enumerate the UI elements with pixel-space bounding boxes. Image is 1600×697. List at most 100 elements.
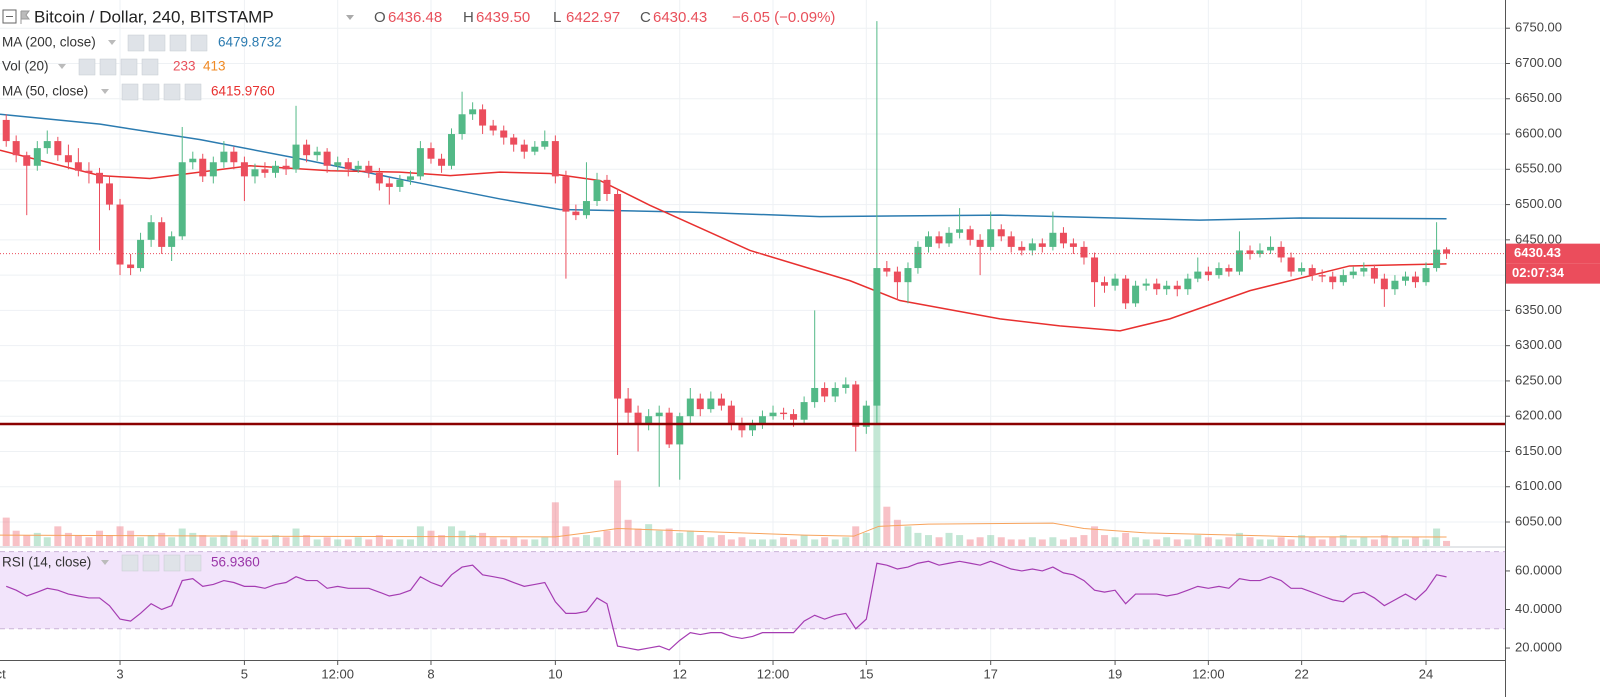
volume-bar xyxy=(365,539,373,546)
y-axis: 6050.00 6100.00 6150.00 6200.00 6250.00 6300.… xyxy=(1505,20,1600,654)
volume-bar xyxy=(634,528,642,546)
candle-body xyxy=(1007,236,1015,247)
y-tick-label: 6100.00 xyxy=(1515,478,1562,493)
volume-bar xyxy=(624,519,632,546)
candle-body xyxy=(416,148,424,177)
volume-bar xyxy=(147,535,155,546)
change: −6.05 (−0.09%) xyxy=(732,9,835,26)
candle-body xyxy=(1038,243,1046,247)
more-icon[interactable] xyxy=(169,34,187,52)
volume-bar xyxy=(240,539,248,546)
symbol[interactable]: Bitcoin / Dollar, 240, BITSTAMP xyxy=(34,7,274,26)
candle-body xyxy=(12,141,20,156)
remove-icon[interactable] xyxy=(184,83,202,101)
volume-bar xyxy=(261,539,269,546)
y-tick-label: 6700.00 xyxy=(1515,55,1562,70)
candle-body xyxy=(344,162,352,170)
volume-bar xyxy=(562,526,570,546)
candle-body xyxy=(1339,275,1347,283)
volume-bar xyxy=(230,530,238,546)
volume-bar xyxy=(1038,539,1046,546)
candle-body xyxy=(178,162,186,237)
volume-bar xyxy=(1277,537,1285,546)
settings-icon[interactable] xyxy=(142,83,160,101)
volume-bar xyxy=(510,537,518,546)
candle-body xyxy=(1401,276,1409,281)
eye-icon[interactable] xyxy=(121,83,139,101)
remove-icon[interactable] xyxy=(184,554,202,572)
more-icon[interactable] xyxy=(163,83,181,101)
volume-bar xyxy=(1225,537,1233,546)
candle-body xyxy=(707,398,715,410)
candle-body xyxy=(1184,278,1192,290)
volume-bar xyxy=(1153,539,1161,546)
candle-body xyxy=(1100,282,1108,286)
candle-body xyxy=(1018,246,1026,251)
dropdown-arrow[interactable] xyxy=(108,40,116,45)
volume-bar xyxy=(831,539,839,546)
dropdown-arrow[interactable] xyxy=(58,64,66,69)
indicator-controls xyxy=(127,34,208,52)
eye-icon[interactable] xyxy=(127,34,145,52)
indicator-controls xyxy=(78,58,159,76)
candle-body xyxy=(323,151,331,166)
volume-bar xyxy=(1298,535,1306,546)
remove-icon[interactable] xyxy=(141,58,159,76)
candle-body xyxy=(924,236,932,247)
volume-bar xyxy=(1173,539,1181,546)
rsi-line xyxy=(6,560,1447,651)
candle-body xyxy=(572,211,580,216)
volume-bar xyxy=(1132,537,1140,546)
volume-bar xyxy=(427,530,435,546)
remove-icon[interactable] xyxy=(190,34,208,52)
volume-bar xyxy=(821,537,829,546)
volume-bar xyxy=(500,539,508,546)
volume-bar xyxy=(758,539,766,546)
x-tick-label: 12:00 xyxy=(1192,666,1225,681)
indicator-legend: MA (200, close) 6479.8732 Vol (20) 233 4… xyxy=(2,34,282,572)
candle-body xyxy=(935,236,943,244)
eye-icon[interactable] xyxy=(78,58,96,76)
flag-icon[interactable] xyxy=(20,10,30,24)
candle-body xyxy=(593,179,601,202)
settings-icon[interactable] xyxy=(99,58,117,76)
candle-body xyxy=(997,229,1005,237)
candle-body xyxy=(1132,285,1140,304)
more-icon[interactable] xyxy=(120,58,138,76)
indicator-name[interactable]: MA (50, close) xyxy=(2,84,88,99)
x-tick-label: 5 xyxy=(241,666,248,681)
x-tick-label: 8 xyxy=(427,666,434,681)
dropdown-arrow[interactable] xyxy=(101,89,109,94)
dropdown-arrow[interactable] xyxy=(346,15,354,20)
settings-icon[interactable] xyxy=(148,34,166,52)
candle-body xyxy=(272,165,280,173)
volume-bar xyxy=(1339,535,1347,546)
volume-bar xyxy=(1091,526,1099,546)
dropdown-arrow[interactable] xyxy=(101,560,109,565)
volume-bar xyxy=(469,535,477,546)
indicator-name[interactable]: RSI (14, close) xyxy=(2,555,91,570)
volume-bar xyxy=(696,535,704,546)
volume-bar xyxy=(64,532,72,546)
volume-bar xyxy=(137,537,145,546)
indicator-name[interactable]: MA (200, close) xyxy=(2,35,96,50)
volume-bar xyxy=(458,530,466,546)
volume-bar xyxy=(1318,539,1326,546)
eye-icon[interactable] xyxy=(121,554,139,572)
more-icon[interactable] xyxy=(163,554,181,572)
candle-body xyxy=(1122,278,1130,304)
indicator-name[interactable]: Vol (20) xyxy=(2,59,49,74)
volume-bar xyxy=(282,537,290,546)
volume-bar xyxy=(1246,537,1254,546)
candle-body xyxy=(500,130,508,138)
volume-bar xyxy=(127,530,135,546)
candle-body xyxy=(551,141,559,177)
candle-body xyxy=(406,176,414,180)
settings-icon[interactable] xyxy=(142,554,160,572)
candle-body xyxy=(240,162,248,177)
candle-body xyxy=(427,148,435,159)
volume-bar xyxy=(935,537,943,546)
volume-bar xyxy=(1059,539,1067,546)
x-tick-label: 12:00 xyxy=(757,666,790,681)
